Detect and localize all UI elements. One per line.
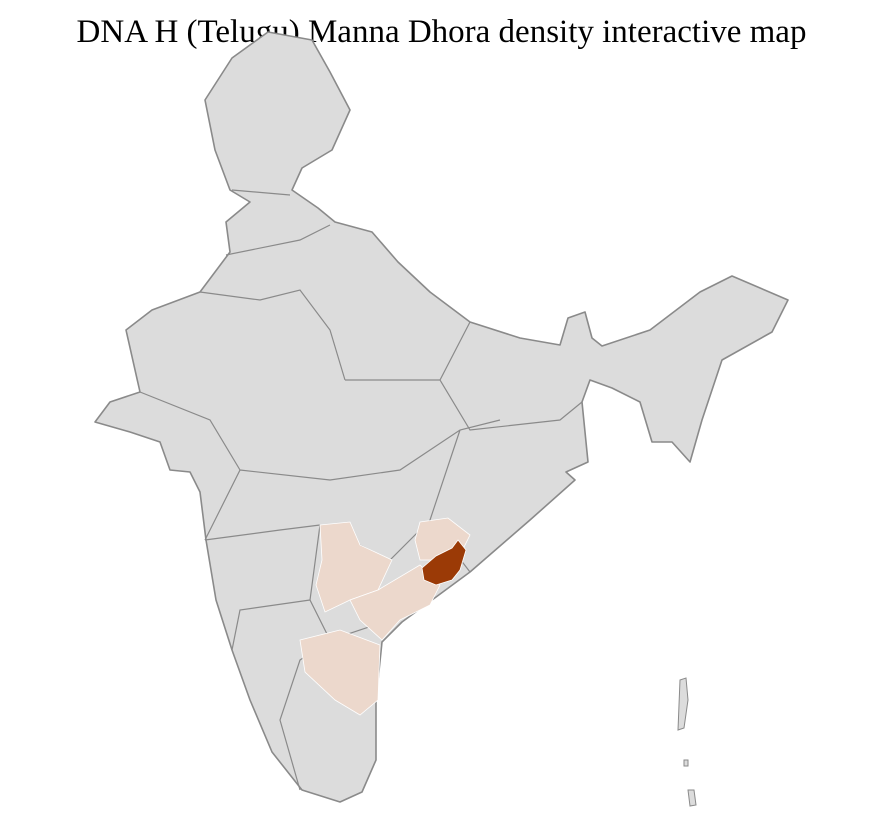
nicobar-islands[interactable] <box>687 789 697 807</box>
density-regions <box>299 517 471 716</box>
nicobar-islet[interactable] <box>683 759 689 767</box>
mainland-india[interactable] <box>94 31 789 803</box>
andaman-nicobar-islands[interactable] <box>677 677 697 807</box>
map-title: DNA H (Telugu) Manna Dhora density inter… <box>76 14 807 50</box>
india-outline[interactable] <box>94 31 789 803</box>
region-rayalaseema-low[interactable] <box>299 629 381 716</box>
region-high-density[interactable] <box>421 539 467 586</box>
andaman-islands[interactable] <box>677 677 689 731</box>
